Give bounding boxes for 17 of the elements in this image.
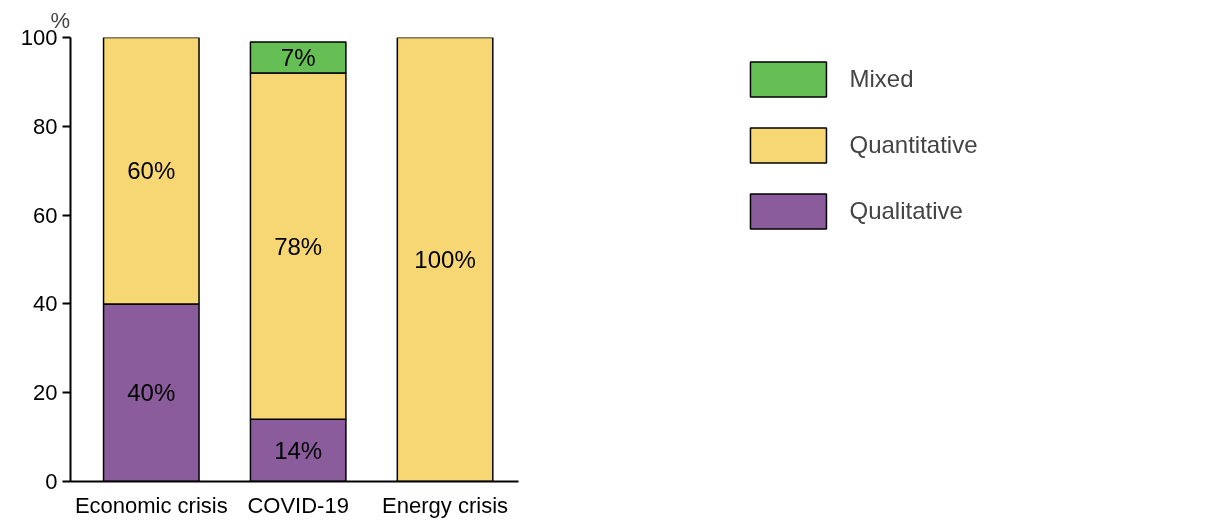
data-label: 78%	[274, 232, 323, 260]
legend-label: Mixed	[849, 65, 914, 93]
data-label: 14%	[274, 436, 323, 464]
data-label: 40%	[127, 379, 176, 407]
y-tick-label: 20	[33, 380, 58, 406]
x-tick-label: Energy crisis	[382, 492, 509, 518]
y-tick-label: 0	[45, 469, 58, 494]
data-label: 60%	[127, 157, 176, 185]
x-tick-label: COVID-19	[247, 492, 349, 518]
data-label: 7%	[280, 43, 316, 71]
x-tick-label: Economic crisis	[74, 492, 228, 518]
data-label: 100%	[414, 246, 476, 273]
y-tick-label: 80	[33, 113, 58, 139]
legend-label: Qualitative	[849, 197, 963, 225]
y-tick-label: 40	[33, 291, 58, 317]
legend-label: Quantitative	[849, 131, 978, 159]
y-tick-label: 60	[33, 202, 58, 228]
